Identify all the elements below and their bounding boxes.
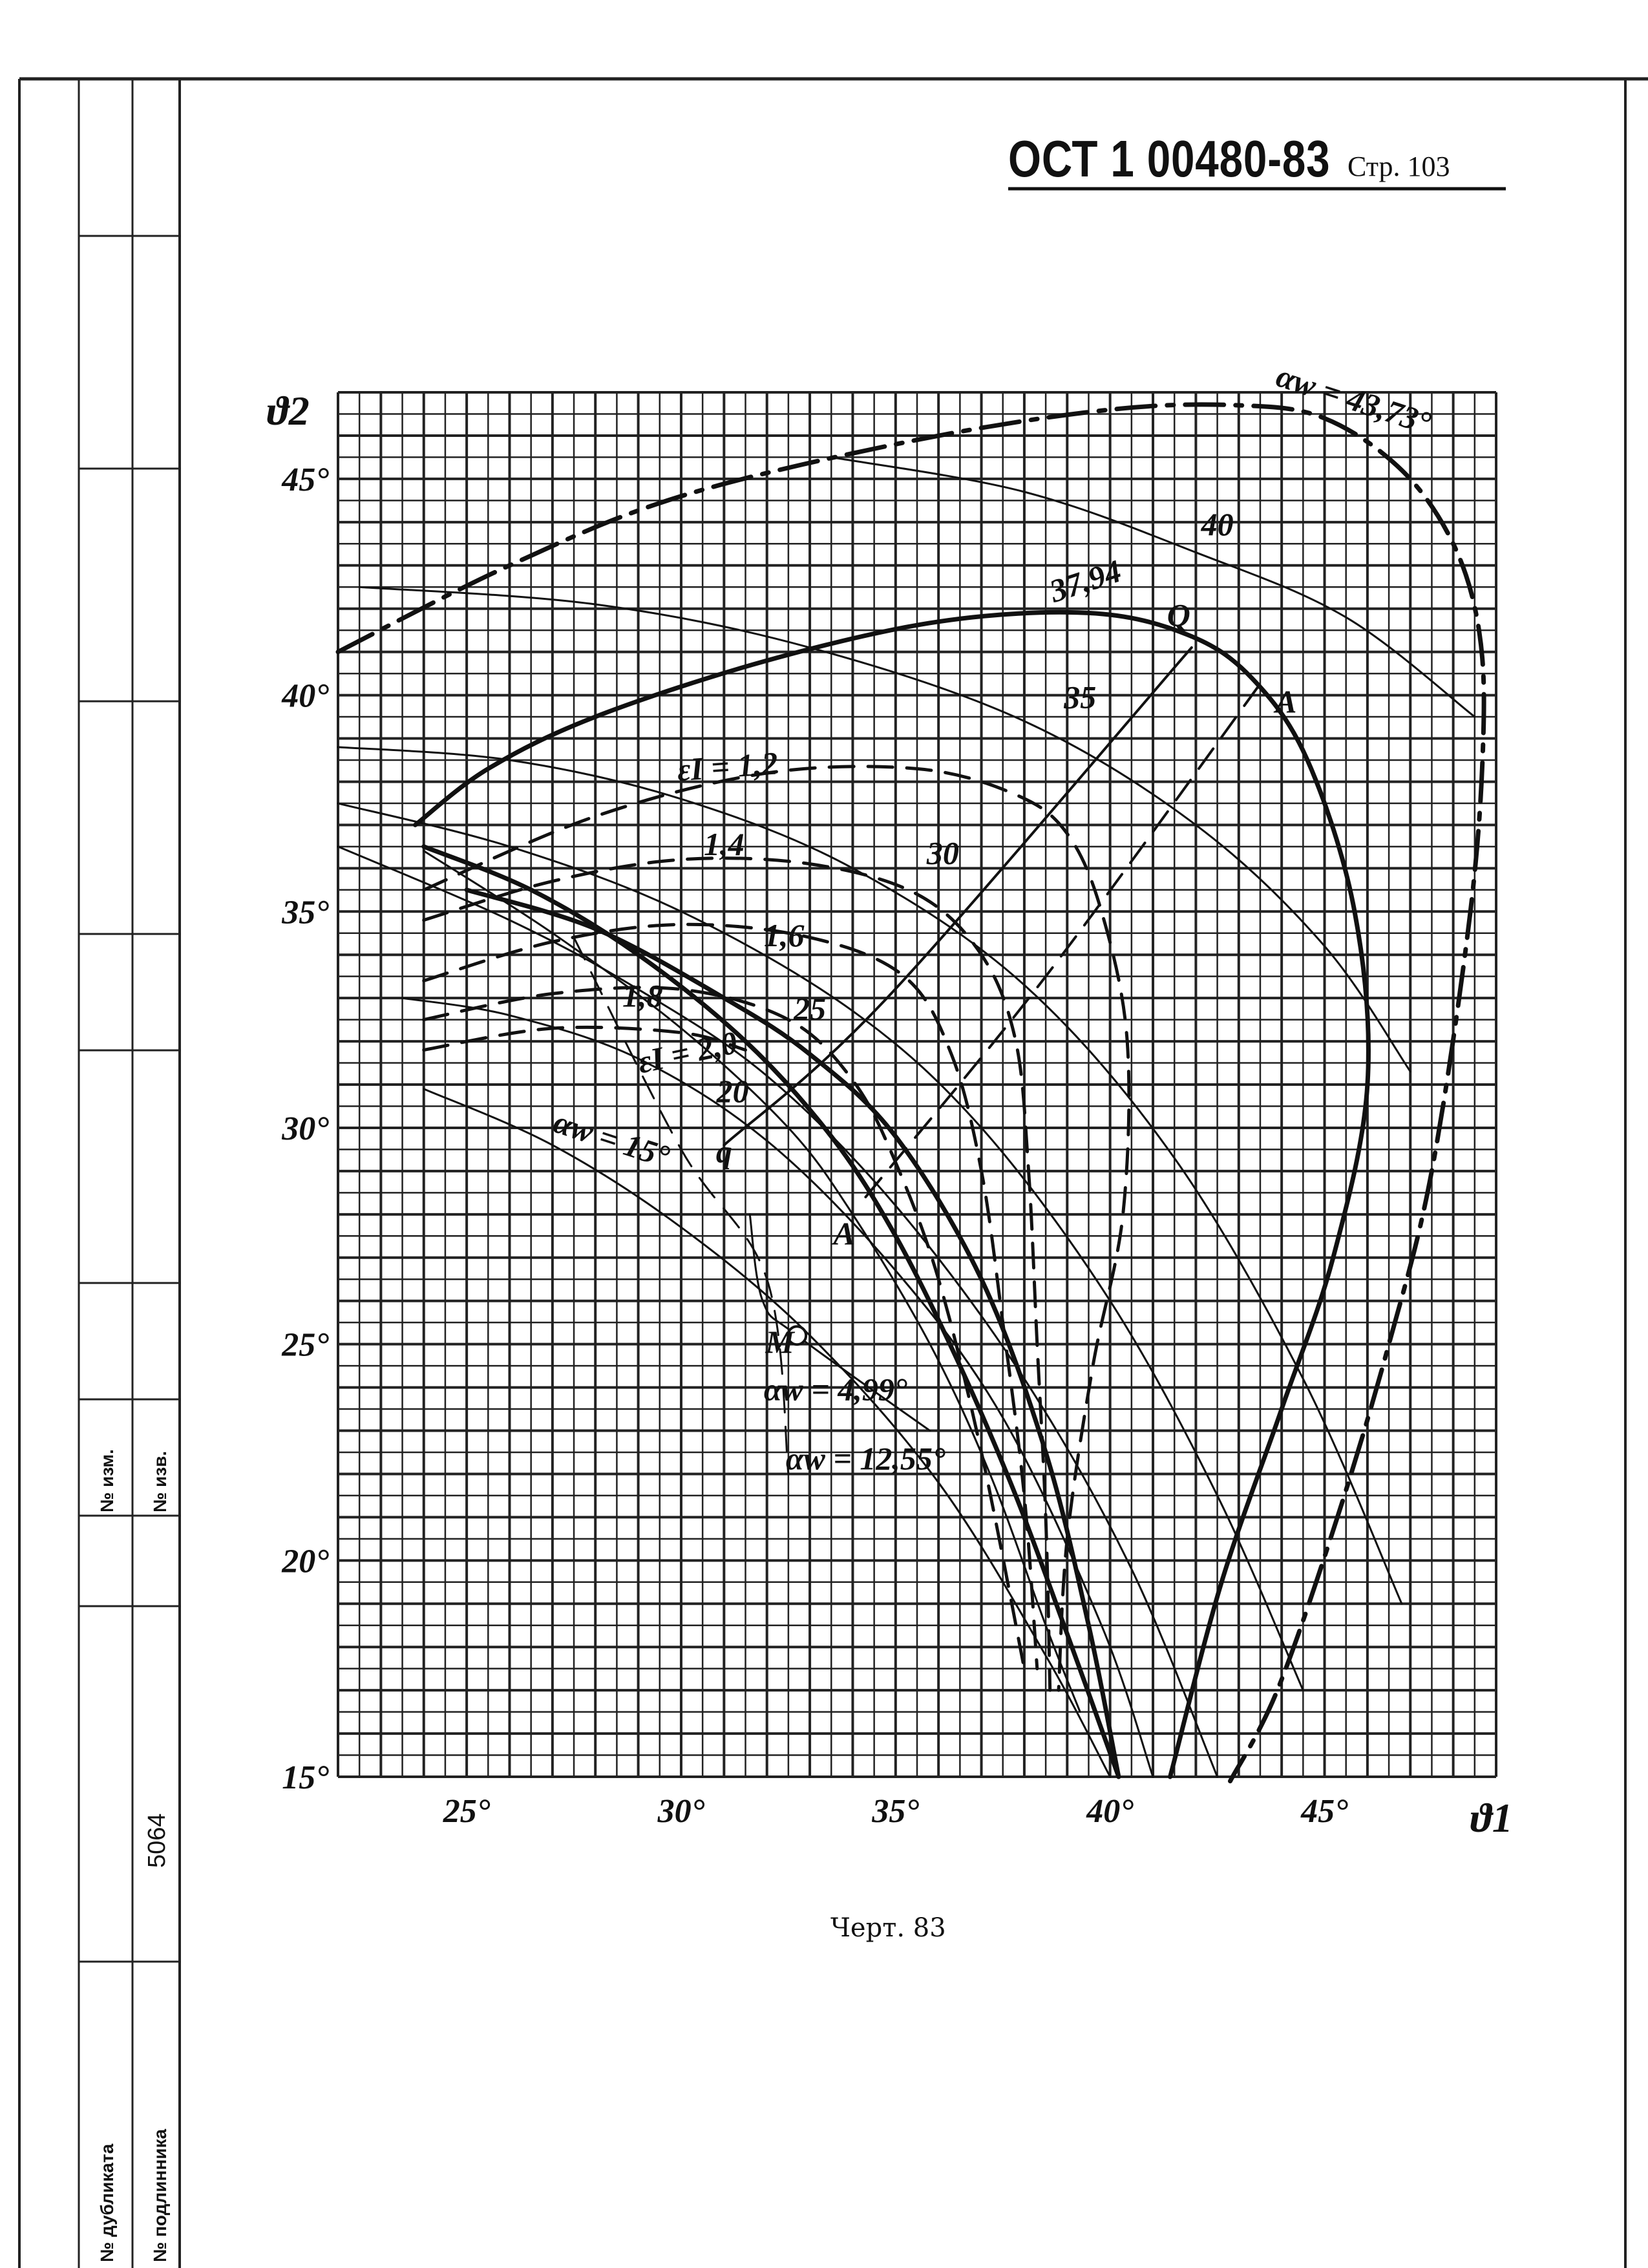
series-line-8 [358, 586, 1411, 1073]
series-line-2 [422, 765, 1131, 1692]
x-tick-label-2: 35° [871, 1793, 919, 1830]
page-number: Стр. 103 [1347, 151, 1450, 182]
curve-label-19: αw = 12,55° [786, 1441, 945, 1477]
curve-label-11: 25 [793, 991, 826, 1027]
y-tick-label-0: 15° [282, 1759, 329, 1796]
curve-label-18: αw = 4,99° [764, 1372, 907, 1408]
y-tick-label-4: 35° [281, 894, 329, 931]
y-tick-label-1: 20° [281, 1543, 329, 1580]
standard-number: ОСТ 1 00480-83 [1008, 130, 1331, 187]
curve-label-14: αw = 15° [549, 1103, 674, 1174]
series-line-15 [464, 887, 1121, 1779]
curve-label-4: 35 [1063, 679, 1096, 715]
figure-caption: Черт. 83 [830, 1913, 946, 1943]
curve-label-13: 20 [716, 1073, 749, 1109]
y-tick-label-6: 45° [281, 461, 329, 498]
curve-label-3: Q [1167, 597, 1190, 633]
curve-label-1: 40 [1201, 506, 1234, 542]
x-tick-label-4: 45° [1300, 1793, 1348, 1830]
x-tick-label-1: 30° [657, 1793, 705, 1830]
series-line-0 [335, 402, 1486, 1784]
series-line-1 [413, 609, 1371, 1779]
series-line-9 [337, 746, 1403, 1605]
chart-points [787, 1325, 808, 1346]
series-line-12 [401, 997, 1154, 1778]
series-line-3 [422, 856, 1052, 1692]
curve-label-16: A [831, 1216, 854, 1252]
series-line-11 [337, 845, 1219, 1778]
series-line-5 [422, 986, 1026, 1671]
y-tick-label-2: 25° [281, 1327, 329, 1364]
chart-ticks: 25° 30° 35° 40° 45° 15° 20° 25° 30° 35° 40° 45° ϑ1 ϑ2 [267, 388, 1513, 1841]
series-line-6 [422, 1025, 747, 1052]
series-line-10 [337, 802, 1304, 1691]
series-line-18 [864, 676, 1266, 1198]
curve-label-15: q [716, 1133, 732, 1169]
y-axis-label: ϑ2 [267, 388, 310, 434]
x-tick-label-0: 25° [443, 1793, 491, 1830]
point-marker-M [787, 1325, 808, 1346]
series-line-16 [423, 850, 1081, 1713]
curve-label-8: 30 [926, 835, 959, 871]
curve-label-0: αw = 43,73° [1272, 357, 1435, 441]
curve-label-10: 1,8 [622, 978, 663, 1014]
curve-label-5: A [1273, 683, 1296, 719]
curve-label-2: 37,94 [1044, 553, 1125, 609]
series-line-4 [422, 922, 1039, 1671]
curve-label-17: M [765, 1324, 795, 1360]
series-line-14 [421, 844, 1121, 1779]
series-line-17 [723, 646, 1193, 1147]
series-line-19 [748, 1213, 931, 1432]
x-tick-label-3: 40° [1086, 1793, 1134, 1830]
y-tick-label-5: 40° [281, 678, 329, 715]
series-line-20 [573, 936, 790, 1475]
y-tick-label-3: 30° [281, 1110, 329, 1147]
series-line-13 [423, 1088, 1112, 1778]
chart-series [335, 402, 1486, 1784]
x-axis-label: ϑ1 [1470, 1795, 1513, 1841]
curve-label-9: 1,6 [764, 917, 805, 953]
curve-label-7: 1,4 [704, 826, 745, 862]
curve-label-6: εI = 1,2 [676, 745, 779, 788]
series-line-7 [830, 456, 1476, 718]
